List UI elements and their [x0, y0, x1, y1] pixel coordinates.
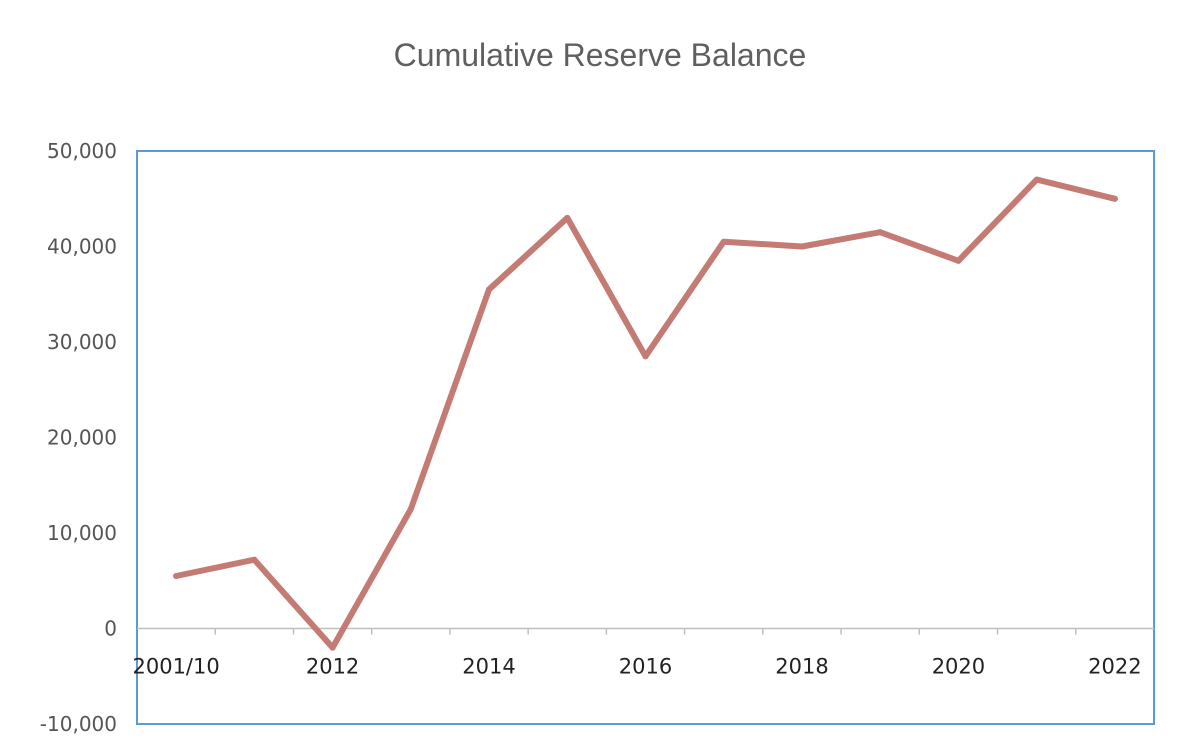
- x-tick-label: 2018: [775, 655, 828, 679]
- data-point: [173, 572, 180, 579]
- x-tick-label: 2001/10: [132, 655, 219, 679]
- x-tick-label: 2020: [932, 655, 985, 679]
- data-point: [251, 556, 258, 563]
- x-axis: [137, 627, 1154, 635]
- y-tick-label: 0: [104, 617, 117, 641]
- data-point: [564, 214, 571, 221]
- data-point: [955, 257, 962, 264]
- data-point: [1111, 195, 1118, 202]
- data-point: [877, 229, 884, 236]
- y-tick-label: -10,000: [40, 712, 117, 736]
- x-tick-label: 2016: [619, 655, 672, 679]
- data-point: [486, 286, 493, 293]
- x-tick-label: 2022: [1088, 655, 1141, 679]
- y-tick-label: 40,000: [47, 235, 117, 259]
- y-axis: -10,000 0 10,000 20,000 30,000 40,000 50,000: [40, 139, 117, 736]
- plot-frame: [136, 150, 1155, 725]
- x-tick-labels: 2001/10 2012 2014 2016 2018 2020 2022: [132, 655, 1141, 679]
- series-line: [173, 176, 1118, 651]
- data-point: [1033, 176, 1040, 183]
- x-tick-label: 2012: [306, 655, 359, 679]
- x-tick-label: 2014: [462, 655, 515, 679]
- data-point: [720, 238, 727, 245]
- series-layer: [173, 176, 1118, 651]
- y-tick-label: 10,000: [47, 521, 117, 545]
- data-point: [329, 644, 336, 651]
- y-tick-label: 20,000: [47, 426, 117, 450]
- y-tick-label: 30,000: [47, 330, 117, 354]
- data-point: [642, 353, 649, 360]
- data-point: [407, 506, 414, 513]
- data-point: [798, 243, 805, 250]
- y-tick-label: 50,000: [47, 139, 117, 163]
- chart-title: Cumulative Reserve Balance: [394, 37, 807, 73]
